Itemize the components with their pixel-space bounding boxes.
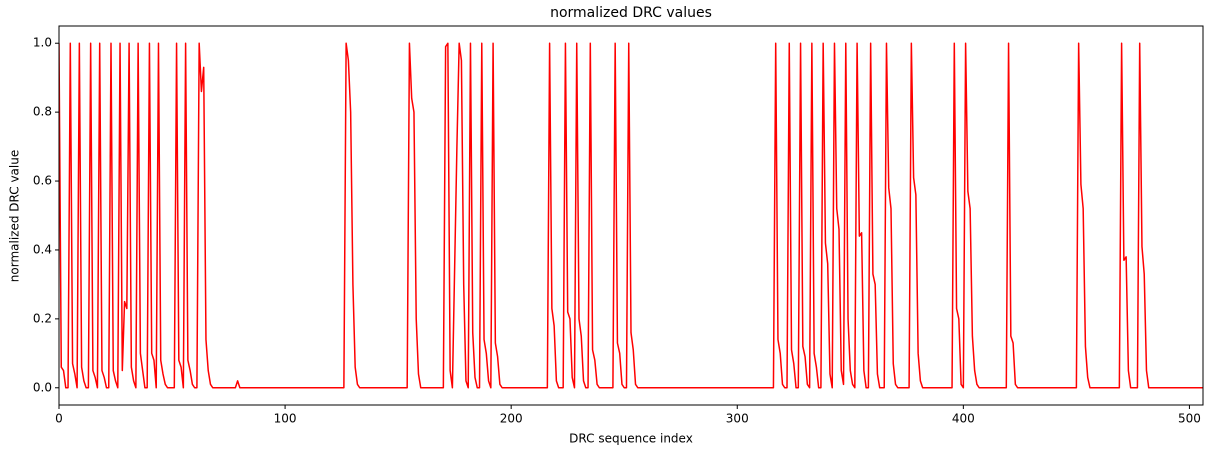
x-axis-label: DRC sequence index — [569, 432, 693, 446]
x-tick-label: 100 — [274, 412, 297, 426]
plot-frame — [58, 25, 1204, 406]
y-tick-label: 0.2 — [33, 311, 52, 325]
chart-title: normalized DRC values — [550, 5, 712, 21]
y-tick-label: 0.0 — [33, 380, 52, 394]
y-tick-label: 0.6 — [33, 174, 52, 188]
x-tick-label: 0 — [55, 412, 63, 426]
y-tick-label: 0.8 — [33, 105, 52, 119]
x-tick-label: 400 — [952, 412, 975, 426]
y-tick-label: 0.4 — [33, 242, 52, 256]
x-tick-label: 200 — [500, 412, 523, 426]
x-tick-label: 500 — [1178, 412, 1201, 426]
y-tick-label: 1.0 — [33, 36, 52, 50]
y-axis-label: normalized DRC value — [8, 150, 22, 282]
x-tick-label: 300 — [726, 412, 749, 426]
data-line — [59, 42, 1203, 389]
